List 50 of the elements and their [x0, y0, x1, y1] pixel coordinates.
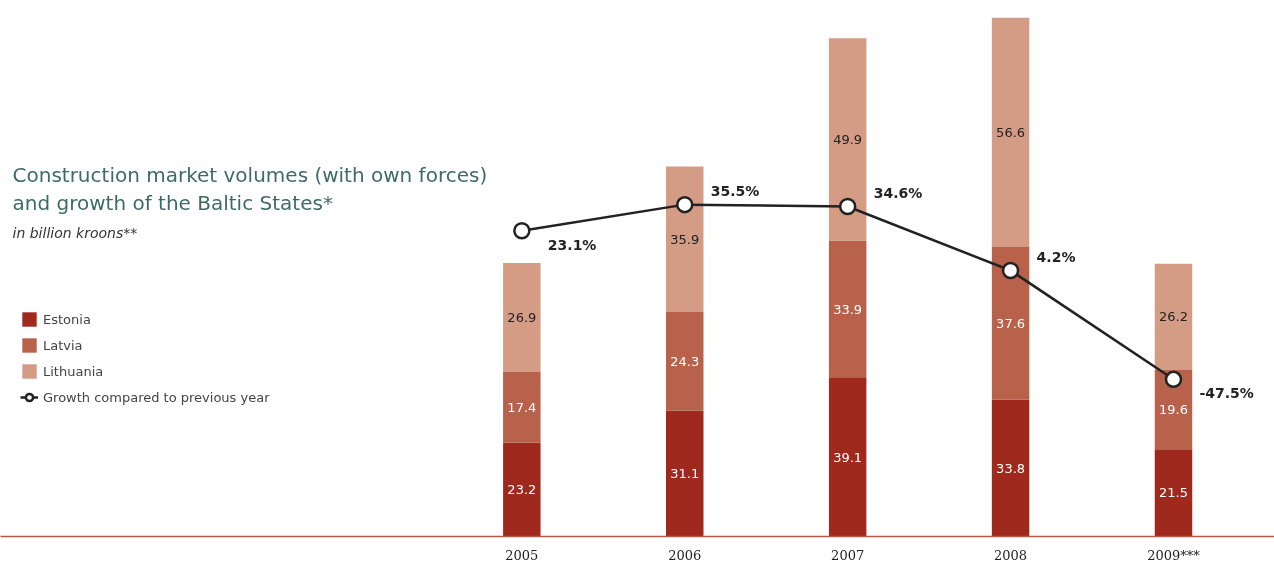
point: [1164, 370, 1183, 389]
bar: [666, 311, 704, 411]
data-label: 33.8: [996, 460, 1026, 476]
legend-label: Lithuania: [43, 363, 104, 379]
text: in billion kroons**: [12, 224, 138, 241]
x-tick-label: 2008: [994, 547, 1028, 563]
point: [838, 197, 857, 216]
data-label: 33.9: [833, 301, 863, 317]
x-tick-label: 2005: [505, 547, 539, 563]
data-label: 26.2: [1159, 309, 1188, 325]
bar: [503, 262, 541, 372]
bar: [666, 410, 704, 537]
legend-label: Estonia: [43, 311, 91, 327]
bar: [828, 378, 867, 537]
data-label: 23.1%: [547, 236, 597, 253]
bar: [991, 247, 1030, 400]
x-tick-label: 2007: [831, 547, 865, 563]
x-tick-label: 2009***: [1147, 547, 1201, 563]
bar: [666, 166, 704, 312]
data-label: 17.4: [507, 399, 537, 415]
data-label: 26.9: [507, 309, 537, 325]
data-label: 31.1: [670, 465, 700, 481]
data-label: 4.2%: [1036, 248, 1076, 265]
bar: [828, 38, 867, 241]
bar: [503, 371, 541, 443]
point: [1001, 261, 1020, 280]
x-tick-label: 2006: [668, 547, 702, 563]
data-label: 23.2: [507, 481, 537, 497]
bar: [828, 240, 867, 379]
data-label: 19.6: [1159, 402, 1188, 418]
data-label: 34.6%: [873, 184, 923, 201]
data-label: 39.1: [833, 449, 863, 465]
bar: [1154, 263, 1193, 370]
legend-label: Growth compared to previous year: [43, 389, 270, 405]
data-label: -47.5%: [1199, 385, 1254, 402]
legend-label: Latvia: [43, 337, 83, 353]
data-label: 35.5%: [710, 182, 760, 199]
bar: [991, 399, 1030, 537]
bar: [503, 442, 541, 537]
data-label: 49.9: [833, 131, 863, 147]
bar: [1154, 449, 1193, 537]
data-label: 56.6: [996, 124, 1026, 140]
text: Construction market volumes (with own forces) and growth of the Baltic States*: [12, 162, 488, 216]
bar: [991, 17, 1030, 248]
data-label: 35.9: [670, 231, 700, 247]
data-label: 24.3: [670, 353, 700, 369]
data-label: 21.5: [1159, 485, 1188, 501]
data-label: 37.6: [996, 315, 1026, 331]
point: [513, 221, 531, 240]
point: [676, 195, 694, 214]
